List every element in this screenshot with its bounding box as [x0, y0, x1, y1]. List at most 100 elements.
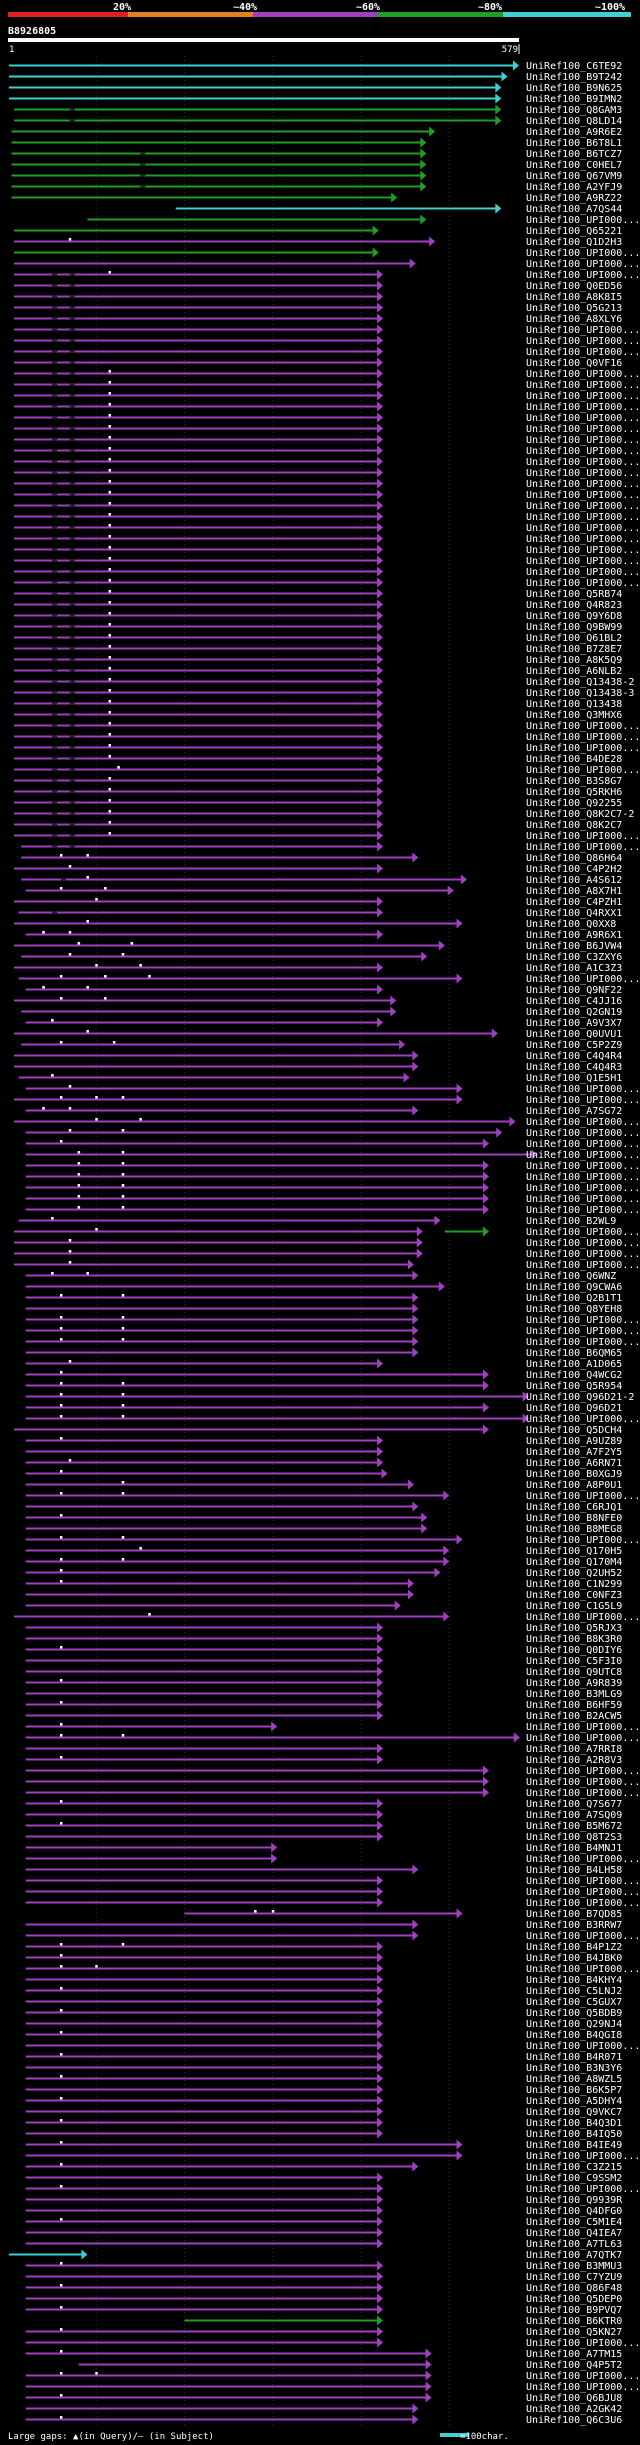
hit-row[interactable]: UniRef100_B5M672: [25, 1820, 623, 1832]
hit-row[interactable]: UniRef100_UPI000...: [14, 544, 640, 556]
hit-label[interactable]: UniRef100_Q6WNZ: [526, 1271, 616, 1282]
hit-row[interactable]: UniRef100_UPI000...: [14, 720, 640, 732]
hit-row[interactable]: UniRef100_B9T242: [8, 71, 622, 83]
hit-row[interactable]: UniRef100_B6KTR0: [184, 2315, 623, 2327]
hit-row[interactable]: UniRef100_B7QD85: [184, 1908, 623, 1920]
hit-label[interactable]: UniRef100_UPI000...: [526, 1887, 640, 1898]
hit-row[interactable]: UniRef100_A7F2Y5: [25, 1446, 623, 1458]
hit-row[interactable]: UniRef100_C4JJ16: [14, 995, 622, 1007]
hit-label[interactable]: UniRef100_UPI000...: [526, 259, 640, 270]
hit-label[interactable]: UniRef100_Q8K2C7: [526, 820, 622, 831]
hit-row[interactable]: UniRef100_UPI000...: [25, 1853, 640, 1865]
hit-label[interactable]: UniRef100_UPI000...: [526, 1326, 640, 1337]
hit-label[interactable]: UniRef100_UPI000...: [526, 501, 640, 512]
hit-row[interactable]: UniRef100_Q0XX8: [14, 918, 616, 930]
hit-row[interactable]: UniRef100_UPI000...: [14, 522, 640, 534]
hit-row[interactable]: UniRef100_C9SSM2: [25, 2172, 623, 2184]
hit-row[interactable]: UniRef100_UPI000...: [25, 1886, 640, 1898]
hit-label[interactable]: UniRef100_A9R6E2: [526, 127, 622, 138]
hit-row[interactable]: UniRef100_B3MMU3: [25, 2260, 623, 2272]
hit-label[interactable]: UniRef100_UPI000...: [526, 1964, 640, 1975]
hit-row[interactable]: UniRef100_B8NFE0: [25, 1512, 623, 1524]
hit-row[interactable]: UniRef100_B9N625: [8, 82, 622, 94]
hit-row[interactable]: UniRef100_UPI000...: [25, 1182, 640, 1194]
hit-row[interactable]: UniRef100_UPI000...: [25, 1875, 640, 1887]
hit-label[interactable]: UniRef100_C6TE92: [526, 61, 622, 72]
hit-label[interactable]: UniRef100_Q170H5: [526, 1546, 622, 1557]
hit-row[interactable]: UniRef100_Q65221: [14, 225, 622, 237]
hit-label[interactable]: UniRef100_UPI000...: [526, 842, 640, 853]
hit-label[interactable]: UniRef100_UPI000...: [526, 215, 640, 226]
hit-label[interactable]: UniRef100_Q9BW99: [526, 622, 622, 633]
hit-label[interactable]: UniRef100_B4KHY4: [526, 1975, 622, 1986]
hit-row[interactable]: UniRef100_Q9BW99: [14, 621, 622, 633]
hit-label[interactable]: UniRef100_Q2B1T1: [526, 1293, 622, 1304]
hit-label[interactable]: UniRef100_UPI000...: [526, 490, 640, 501]
hit-row[interactable]: UniRef100_A9RZ22: [11, 192, 623, 204]
hit-label[interactable]: UniRef100_A7TM15: [526, 2349, 622, 2360]
hit-label[interactable]: UniRef100_Q0XX8: [526, 919, 616, 930]
hit-row[interactable]: UniRef100_Q4DFG0: [25, 2205, 623, 2217]
hit-row[interactable]: UniRef100_Q2UH52: [25, 1567, 623, 1579]
hit-row[interactable]: UniRef100_B4IE49: [25, 2139, 623, 2151]
hit-row[interactable]: UniRef100_UPI000...: [25, 1083, 640, 1095]
hit-row[interactable]: UniRef100_UPI000...: [14, 368, 640, 380]
hit-label[interactable]: UniRef100_A7QTK7: [526, 2250, 622, 2261]
hit-label[interactable]: UniRef100_B6K5P7: [526, 2085, 622, 2096]
hit-label[interactable]: UniRef100_UPI000...: [526, 380, 640, 391]
hit-label[interactable]: UniRef100_Q8YEH8: [526, 1304, 622, 1315]
hit-label[interactable]: UniRef100_Q61BL2: [526, 633, 622, 644]
hit-row[interactable]: UniRef100_A8X7H1: [25, 885, 623, 897]
hit-row[interactable]: UniRef100_UPI000...: [14, 1259, 640, 1271]
hit-row[interactable]: UniRef100_Q0VF16: [14, 357, 622, 369]
hit-row[interactable]: UniRef100_C0NFZ3: [25, 1589, 623, 1601]
hit-row[interactable]: UniRef100_UPI000...: [25, 1534, 640, 1546]
hit-label[interactable]: UniRef100_UPI000...: [526, 424, 640, 435]
hit-label[interactable]: UniRef100_A8X7H1: [526, 886, 622, 897]
hit-row[interactable]: UniRef100_Q2GN19: [21, 1006, 622, 1018]
hit-label[interactable]: UniRef100_UPI000...: [526, 446, 640, 457]
hit-row[interactable]: UniRef100_UPI000...: [14, 247, 640, 259]
hit-label[interactable]: UniRef100_A7SG72: [526, 1106, 622, 1117]
hit-label[interactable]: UniRef100_UPI000...: [526, 1128, 640, 1139]
hit-row[interactable]: UniRef100_A1D065: [25, 1358, 623, 1370]
hit-row[interactable]: UniRef100_Q5RKH6: [14, 786, 622, 798]
hit-row[interactable]: UniRef100_UPI000...: [25, 1160, 640, 1172]
hit-label[interactable]: UniRef100_UPI000...: [526, 336, 640, 347]
hit-row[interactable]: UniRef100_UPI000...: [25, 2150, 640, 2162]
hit-label[interactable]: UniRef100_UPI000...: [526, 347, 640, 358]
hit-row[interactable]: UniRef100_B4P1Z2: [25, 1941, 623, 1953]
hit-row[interactable]: UniRef100_B6TCZ7: [11, 148, 623, 160]
hit-label[interactable]: UniRef100_B3RRW7: [526, 1920, 622, 1931]
hit-label[interactable]: UniRef100_Q5RKH6: [526, 787, 622, 798]
hit-row[interactable]: UniRef100_A9UZ89: [25, 1435, 623, 1447]
hit-label[interactable]: UniRef100_UPI000...: [526, 2041, 640, 2052]
hit-row[interactable]: UniRef100_Q6WNZ: [25, 1270, 617, 1282]
hit-row[interactable]: UniRef100_A6RN71: [25, 1457, 623, 1469]
hit-row[interactable]: UniRef100_A8WZL5: [25, 2073, 623, 2085]
hit-label[interactable]: UniRef100_UPI000...: [526, 1337, 640, 1348]
hit-row[interactable]: UniRef100_A2R8V3: [25, 1754, 623, 1766]
hit-label[interactable]: UniRef100_C0HEL7: [526, 160, 622, 171]
hit-row[interactable]: UniRef100_Q6C3U6: [25, 2414, 623, 2426]
hit-row[interactable]: UniRef100_UPI000...: [14, 434, 640, 446]
hit-row[interactable]: UniRef100_Q92255: [14, 797, 622, 809]
hit-label[interactable]: UniRef100_UPI000...: [526, 1931, 640, 1942]
hit-row[interactable]: UniRef100_Q8T2S3: [25, 1831, 623, 1843]
hit-label[interactable]: UniRef100_UPI000...: [526, 567, 640, 578]
hit-row[interactable]: UniRef100_UPI000...: [25, 1897, 640, 1909]
hit-label[interactable]: UniRef100_UPI000...: [526, 974, 640, 985]
hit-label[interactable]: UniRef100_A7SQ09: [526, 1810, 622, 1821]
hit-label[interactable]: UniRef100_UPI000...: [526, 457, 640, 468]
hit-label[interactable]: UniRef100_UPI000...: [526, 479, 640, 490]
hit-label[interactable]: UniRef100_C4Q4R4: [526, 1051, 622, 1062]
hit-row[interactable]: UniRef100_UPI000...: [14, 1248, 640, 1260]
hit-label[interactable]: UniRef100_C1G5L9: [526, 1601, 622, 1612]
hit-row[interactable]: UniRef100_A7TM15: [25, 2348, 623, 2360]
hit-row[interactable]: UniRef100_B9PVQ7: [25, 2304, 623, 2316]
hit-row[interactable]: UniRef100_B8MEG8: [25, 1523, 623, 1535]
hit-row[interactable]: UniRef100_UPI000...: [14, 764, 640, 776]
hit-row[interactable]: UniRef100_UPI000...: [14, 324, 640, 336]
hit-row[interactable]: UniRef100_Q1E5H1: [18, 1072, 623, 1084]
hit-row[interactable]: UniRef100_B3RRW7: [25, 1919, 623, 1931]
